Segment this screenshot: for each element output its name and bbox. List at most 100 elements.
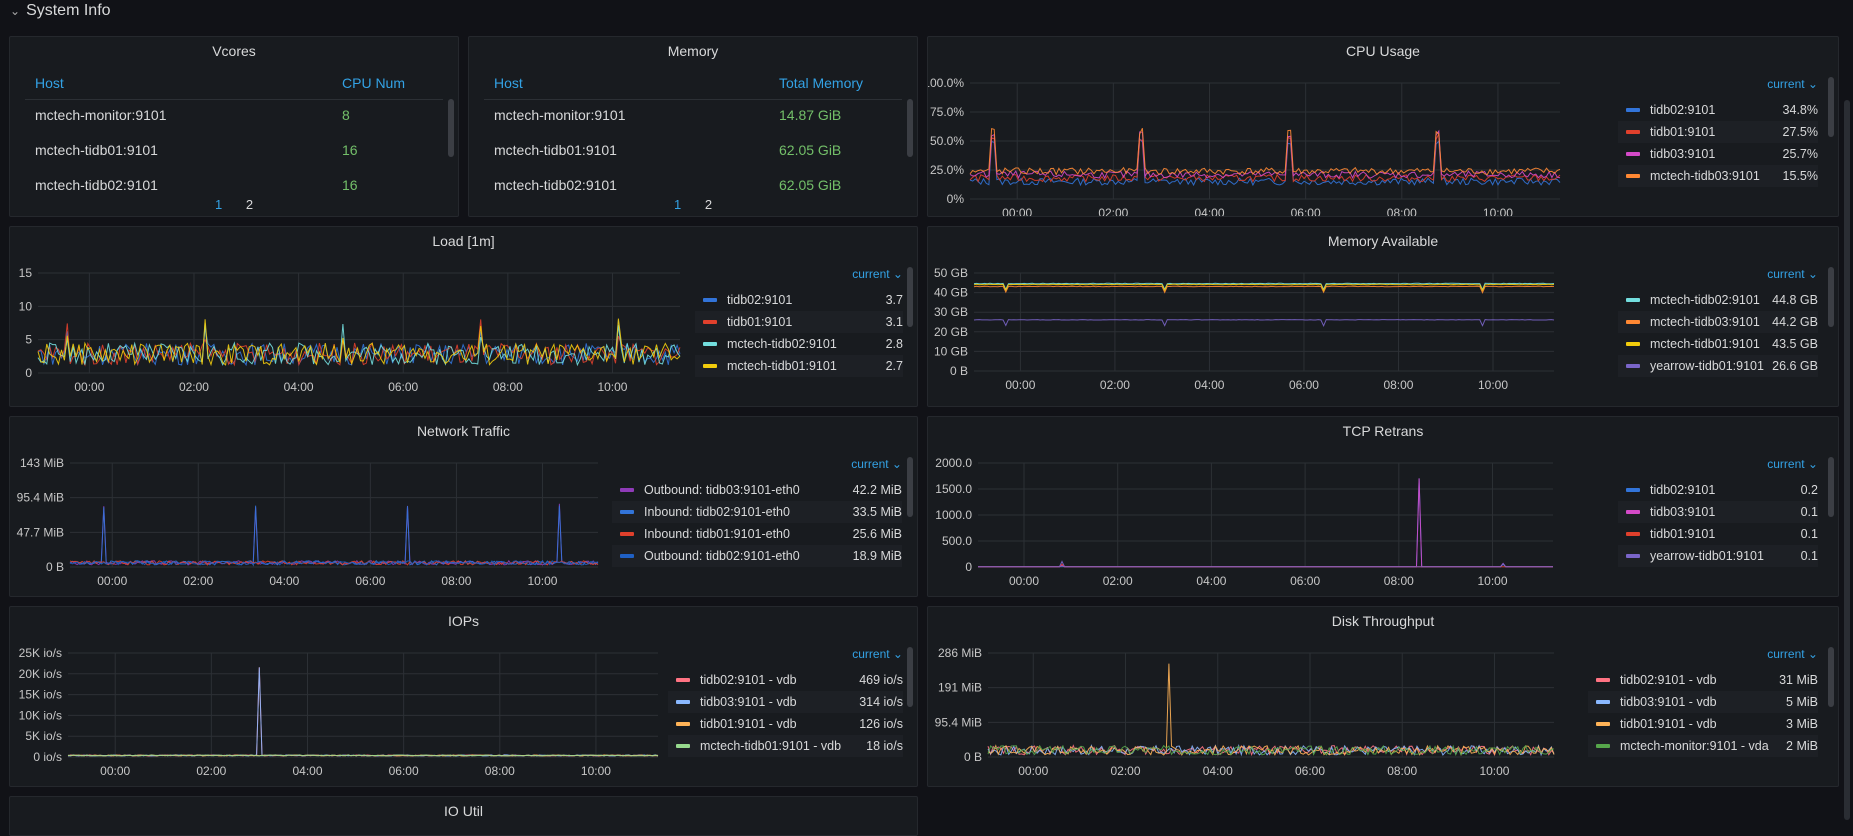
graph-canvas[interactable]: 100.0% 75.0% 50.0% 25.0% 0% 00:00 02:00 04:00 06… (928, 37, 1838, 216)
legend-item[interactable]: tidb02:9101 3.7 (695, 289, 903, 311)
legend-item[interactable]: mctech-tidb01:9101 2.7 (695, 355, 903, 377)
legend-scrollbar[interactable] (1828, 77, 1834, 137)
panel-title[interactable]: CPU Usage (1346, 43, 1420, 59)
legend-item[interactable]: yearrow-tidb01:9101 0.1 (1618, 545, 1818, 567)
legend-item[interactable]: Inbound: tidb01:9101-eth0 25.6 MiB (612, 523, 902, 545)
legend-sort-current[interactable]: current ⌄ (1767, 647, 1818, 661)
legend-item[interactable]: mctech-tidb01:9101 - vdb 18 io/s (668, 735, 903, 757)
series-line (973, 285, 1555, 294)
y-tick-label: 25.0% (930, 163, 964, 177)
page-button[interactable]: 2 (704, 197, 713, 212)
x-tick-label: 00:00 (74, 380, 104, 394)
legend-item[interactable]: tidb01:9101 3.1 (695, 311, 903, 333)
legend-sort-current[interactable]: current ⌄ (852, 647, 903, 661)
host-cell: mctech-tidb01:9101 (35, 142, 158, 158)
graph-canvas[interactable]: 143 MiB 95.4 MiB 47.7 MiB 0 B 00:00 02:00 04:0… (10, 417, 917, 596)
legend-label: tidb01:9101 (727, 315, 793, 329)
legend-item[interactable]: tidb02:9101 - vdb 31 MiB (1588, 669, 1818, 691)
legend-item[interactable]: mctech-tidb02:9101 44.8 GB (1618, 289, 1818, 311)
row-header[interactable]: ⌄ System Info (10, 2, 111, 20)
x-tick-label: 04:00 (1194, 206, 1224, 216)
legend-sort-current[interactable]: current ⌄ (852, 267, 903, 281)
legend-sort-current[interactable]: current ⌄ (851, 457, 902, 471)
legend-item[interactable]: tidb01:9101 - vdb 3 MiB (1588, 713, 1818, 735)
x-tick-label: 10:00 (1478, 574, 1508, 588)
legend-item[interactable]: mctech-tidb03:9101 44.2 GB (1618, 311, 1818, 333)
panel-title[interactable]: Disk Throughput (1331, 613, 1435, 629)
legend-scrollbar[interactable] (1828, 457, 1834, 517)
legend-item[interactable]: Inbound: tidb02:9101-eth0 33.5 MiB (612, 501, 902, 523)
legend-item[interactable]: yearrow-tidb01:9101 26.6 GB (1618, 355, 1818, 377)
legend-item[interactable]: Outbound: tidb02:9101-eth0 18.9 MiB (612, 545, 902, 567)
legend-color-swatch (676, 744, 690, 748)
legend-item[interactable]: tidb01:9101 0.1 (1618, 523, 1818, 545)
table-row: mctech-monitor:9101 14.87 GiB (484, 99, 892, 133)
legend-scrollbar[interactable] (907, 267, 913, 327)
table-row: mctech-tidb02:9101 62.05 GiB (484, 169, 892, 203)
page-button[interactable]: 1 (214, 197, 223, 212)
column-header-total-memory[interactable]: Total Memory (779, 75, 864, 91)
legend-sort-current[interactable]: current ⌄ (1767, 267, 1818, 281)
legend-item[interactable]: tidb01:9101 - vdb 126 io/s (668, 713, 903, 735)
panel-title[interactable]: IOPs (447, 613, 480, 629)
legend-item[interactable]: tidb03:9101 25.7% (1618, 143, 1818, 165)
panel-title[interactable]: TCP Retrans (1342, 423, 1424, 439)
legend-sort-current[interactable]: current ⌄ (1767, 457, 1818, 471)
legend-item[interactable]: tidb02:9101 - vdb 469 io/s (668, 669, 903, 691)
pagination: 1 2 (469, 197, 917, 212)
graph-canvas[interactable]: 286 MiB 191 MiB 95.4 MiB 0 B 00:00 02:00 04:00… (928, 607, 1838, 786)
graph-canvas[interactable]: 2000.0 1500.0 1000.0 500.0 0 00:00 02:00 04:00 0… (928, 417, 1838, 596)
graph-canvas[interactable]: 25K io/s 20K io/s 15K io/s 10K io/s 5K io/s 0… (10, 607, 917, 786)
legend-item[interactable]: tidb03:9101 0.1 (1618, 501, 1818, 523)
y-tick-label: 100.0% (928, 76, 964, 90)
panel-title[interactable]: Load [1m] (432, 233, 495, 249)
x-tick-label: 02:00 (1098, 206, 1128, 216)
legend-item[interactable]: mctech-tidb03:9101 15.5% (1618, 165, 1818, 187)
legend-label: tidb01:9101 (1650, 125, 1716, 139)
legend-scrollbar[interactable] (1828, 267, 1834, 327)
legend-sort-current[interactable]: current ⌄ (1767, 77, 1818, 91)
legend-item[interactable]: tidb03:9101 - vdb 314 io/s (668, 691, 903, 713)
series-line (67, 667, 659, 757)
graph-canvas[interactable]: 15 10 5 0 00:00 02:00 04:00 06:00 08:00 10:00 (10, 227, 917, 406)
scrollbar[interactable] (907, 99, 913, 157)
series-line (67, 667, 659, 757)
legend-label: Outbound: tidb02:9101-eth0 (644, 549, 800, 563)
x-tick-label: 10:00 (1478, 378, 1508, 392)
y-tick-label: 15 (19, 266, 33, 280)
io-util-panel: IO Util (9, 796, 918, 836)
page-scrollbar[interactable] (1844, 100, 1850, 820)
legend-item[interactable]: Outbound: tidb03:9101-eth0 42.2 MiB (612, 479, 902, 501)
graph-canvas[interactable]: 50 GB 40 GB 30 GB 20 GB 10 GB 0 B 00:00 02:00 04… (928, 227, 1838, 406)
series-line (973, 282, 1555, 291)
legend: current ⌄ tidb02:9101 3.7 tidb01:9101 3.1 mct… (695, 267, 913, 397)
panel-title[interactable]: Memory Available (1327, 233, 1439, 249)
legend-item[interactable]: tidb02:9101 34.8% (1618, 99, 1818, 121)
y-tick-label: 0 (965, 560, 972, 574)
legend-label: Outbound: tidb03:9101-eth0 (644, 483, 800, 497)
legend-label: tidb01:9101 - vdb (1620, 717, 1717, 731)
chevron-down-icon[interactable]: ⌄ (10, 4, 21, 18)
legend-color-swatch (620, 488, 634, 492)
legend-scrollbar[interactable] (1828, 647, 1834, 707)
page-button[interactable]: 1 (673, 197, 682, 212)
panel-title[interactable]: Network Traffic (416, 423, 511, 439)
legend-value: 18 io/s (866, 739, 903, 753)
legend-label: tidb03:9101 (1650, 147, 1716, 161)
legend-item[interactable]: mctech-tidb02:9101 2.8 (695, 333, 903, 355)
column-header-cpu-num[interactable]: CPU Num (342, 75, 406, 91)
legend-item[interactable]: tidb02:9101 0.2 (1618, 479, 1818, 501)
page-button[interactable]: 2 (245, 197, 254, 212)
legend-item[interactable]: mctech-monitor:9101 - vda 2 MiB (1588, 735, 1818, 757)
scrollbar[interactable] (448, 99, 454, 157)
legend-item[interactable]: tidb01:9101 27.5% (1618, 121, 1818, 143)
table-row: mctech-monitor:9101 8 (25, 99, 433, 133)
legend-scrollbar[interactable] (907, 457, 913, 517)
legend-item[interactable]: mctech-tidb01:9101 43.5 GB (1618, 333, 1818, 355)
column-header-host[interactable]: Host (494, 75, 523, 91)
legend-item[interactable]: tidb03:9101 - vdb 5 MiB (1588, 691, 1818, 713)
y-tick-label: 191 MiB (938, 681, 982, 695)
legend-value: 2.7 (885, 359, 903, 373)
legend-scrollbar[interactable] (907, 647, 913, 707)
column-header-host[interactable]: Host (35, 75, 64, 91)
